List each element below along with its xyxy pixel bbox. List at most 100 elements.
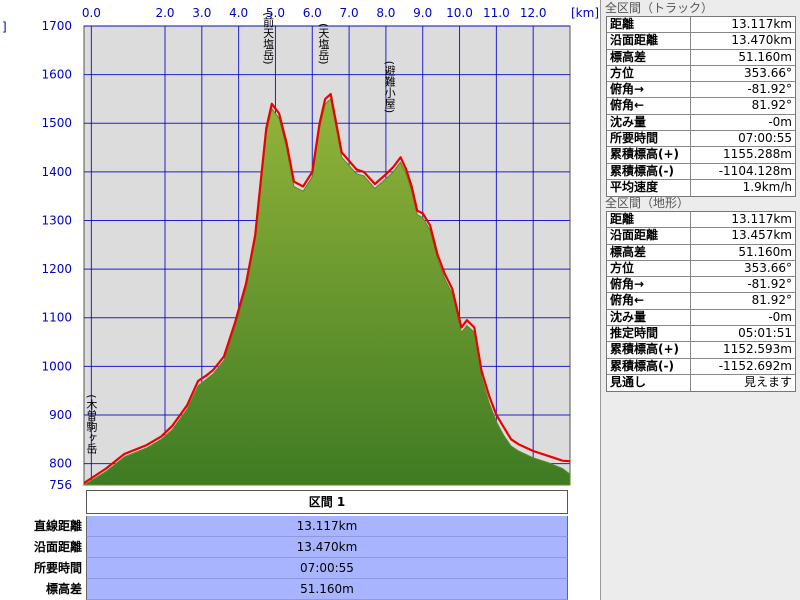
- elevation-profile-chart[interactable]: 1700 1600 1500 1400 1300 1200 1100 1000 900 800 75…: [0, 0, 600, 600]
- stat-label: 累積標高(+): [607, 342, 691, 358]
- stat-row: 沿面距離 13.470km: [607, 33, 795, 50]
- stat-label: 俯角→: [607, 82, 691, 98]
- summary-label: 所要時間: [33, 561, 82, 575]
- summary-row: 所要時間 07:00:55: [0, 558, 600, 579]
- x-axis-ticks: 0.0 2.0 3.0 4.0 5.0 6.0 7.0 8.0 9.0 10.0 11.0 12.0: [82, 6, 547, 20]
- terrain-series: [82, 97, 571, 486]
- summary-row: 標高差 51.160m: [0, 579, 600, 600]
- summary-value: 07:00:55: [86, 558, 568, 579]
- stat-row: 沈み量 -0m: [607, 309, 795, 327]
- stat-label: 推定時間: [607, 326, 691, 342]
- x-tick-label: 9.0: [413, 6, 432, 20]
- x-tick-label: 7.0: [340, 6, 359, 20]
- track-stats-table: 距離 13.117km 沿面距離 13.470km 標高差 51.160m 方位 353…: [606, 16, 796, 198]
- stat-row: 累積標高(+) 1155.288m: [607, 147, 795, 164]
- y-tick-label: 1100: [41, 311, 72, 325]
- stat-label: 標高差: [607, 244, 691, 260]
- x-tick-label: 2.0: [155, 6, 174, 20]
- track-series: [83, 92, 571, 485]
- stat-row: 累積標高(-) -1152.692m: [607, 358, 795, 375]
- stat-value: 13.470km: [731, 33, 792, 48]
- summary-row: 直線距離 13.117km: [0, 516, 600, 537]
- stat-label: 累積標高(+): [607, 147, 691, 163]
- stat-row: 累積標高(+) 1152.593m: [607, 342, 795, 359]
- stat-label: 累積標高(-): [607, 163, 691, 179]
- stat-value: -81.92°: [747, 82, 792, 97]
- stat-value: 見えます: [743, 374, 792, 389]
- track-panel-title: 全区間（トラック）: [605, 1, 714, 15]
- x-tick-label: 6.0: [303, 6, 322, 20]
- summary-value: 13.470km: [86, 537, 568, 558]
- x-tick-label: 11.0: [483, 6, 510, 20]
- stat-row: 標高差 51.160m: [607, 49, 795, 66]
- stat-value: 05:01:51: [738, 326, 792, 341]
- stat-value: 13.117km: [731, 212, 792, 226]
- x-tick-label: 5.0: [266, 6, 285, 20]
- stat-label: 方位: [607, 260, 691, 277]
- stat-value: 13.117km: [731, 17, 792, 31]
- stat-row: 沈み量 -0m: [607, 114, 795, 132]
- stat-row: 方位 353.66°: [607, 260, 795, 278]
- stat-label: 俯角←: [607, 98, 691, 114]
- stat-label: 沿面距離: [607, 228, 691, 244]
- stat-label: 沿面距離: [607, 33, 691, 49]
- terrain-area: [82, 97, 571, 486]
- y-tick-label: 1300: [41, 213, 72, 227]
- section-header[interactable]: 区間 1: [86, 490, 568, 514]
- x-unit-label: [km]: [571, 6, 599, 20]
- stat-value: 51.160m: [738, 49, 792, 64]
- stat-label: 俯角←: [607, 293, 691, 309]
- terrain-panel-title: 全区間（地形）: [605, 196, 690, 210]
- y-unit-label: ]: [2, 20, 7, 34]
- stat-label: 距離: [607, 212, 691, 228]
- chart-canvas[interactable]: 1700 1600 1500 1400 1300 1200 1100 1000 900 800 75…: [0, 0, 600, 490]
- stat-row: 俯角← 81.92°: [607, 293, 795, 310]
- stat-value: 13.457km: [731, 228, 792, 243]
- stat-row: 距離 13.117km: [607, 17, 795, 34]
- y-tick-label: 756: [49, 478, 72, 490]
- stat-row: 距離 13.117km: [607, 212, 795, 229]
- stat-value: -1152.692m: [718, 358, 792, 373]
- stat-label: 平均速度: [607, 179, 691, 197]
- stat-value: 07:00:55: [738, 131, 792, 146]
- stat-label: 方位: [607, 65, 691, 82]
- x-tick-label: 8.0: [376, 6, 395, 20]
- stat-row: 累積標高(-) -1104.128m: [607, 163, 795, 180]
- x-tick-label: 10.0: [446, 6, 473, 20]
- stat-row: 所要時間 07:00:55: [607, 131, 795, 148]
- x-tick-label: 0.0: [82, 6, 101, 20]
- y-tick-label: 1700: [41, 19, 72, 33]
- summary-value: 51.160m: [86, 579, 568, 600]
- stat-value: -1104.128m: [718, 163, 792, 178]
- stat-label: 所要時間: [607, 131, 691, 147]
- summary-value: 13.117km: [86, 516, 568, 537]
- stat-label: 沈み量: [607, 114, 691, 131]
- summary-label: 沿面距離: [33, 540, 82, 554]
- stat-row: 沿面距離 13.457km: [607, 228, 795, 245]
- stat-row: 平均速度 1.9km/h: [607, 179, 795, 197]
- stat-value: -81.92°: [747, 277, 792, 292]
- stat-value: 353.66°: [744, 260, 792, 275]
- track-line: [83, 92, 571, 485]
- stat-label: 標高差: [607, 49, 691, 65]
- y-tick-label: 1600: [41, 68, 72, 82]
- y-tick-label: 800: [49, 457, 72, 471]
- stat-value: -0m: [768, 309, 792, 324]
- x-tick-label: 3.0: [192, 6, 211, 20]
- stat-value: 353.66°: [744, 65, 792, 80]
- peak-annotation: (天塩岳): [317, 23, 330, 65]
- terrain-stats-table: 距離 13.117km 沿面距離 13.457km 標高差 51.160m 方位 353…: [606, 211, 796, 393]
- stat-row: 俯角→ -81.92°: [607, 277, 795, 294]
- stat-value: 1152.593m: [723, 342, 792, 357]
- stat-label: 見通し: [607, 374, 691, 392]
- section-summary-table: 直線距離 13.117km 沿面距離 13.470km 所要時間 07:00:5…: [0, 516, 600, 600]
- stat-row: 推定時間 05:01:51: [607, 326, 795, 343]
- y-axis-ticks: 1700 1600 1500 1400 1300 1200 1100 1000 900 800 75…: [41, 19, 72, 490]
- stat-value: 81.92°: [751, 98, 792, 113]
- stat-row: 方位 353.66°: [607, 65, 795, 83]
- stat-label: 俯角→: [607, 277, 691, 293]
- stat-value: 51.160m: [738, 244, 792, 259]
- stat-label: 沈み量: [607, 309, 691, 326]
- stat-value: 1155.288m: [723, 147, 792, 162]
- peak-annotations: (木曽駒ヶ岳 (前天塩岳) (天塩岳) (避難小屋): [85, 12, 396, 454]
